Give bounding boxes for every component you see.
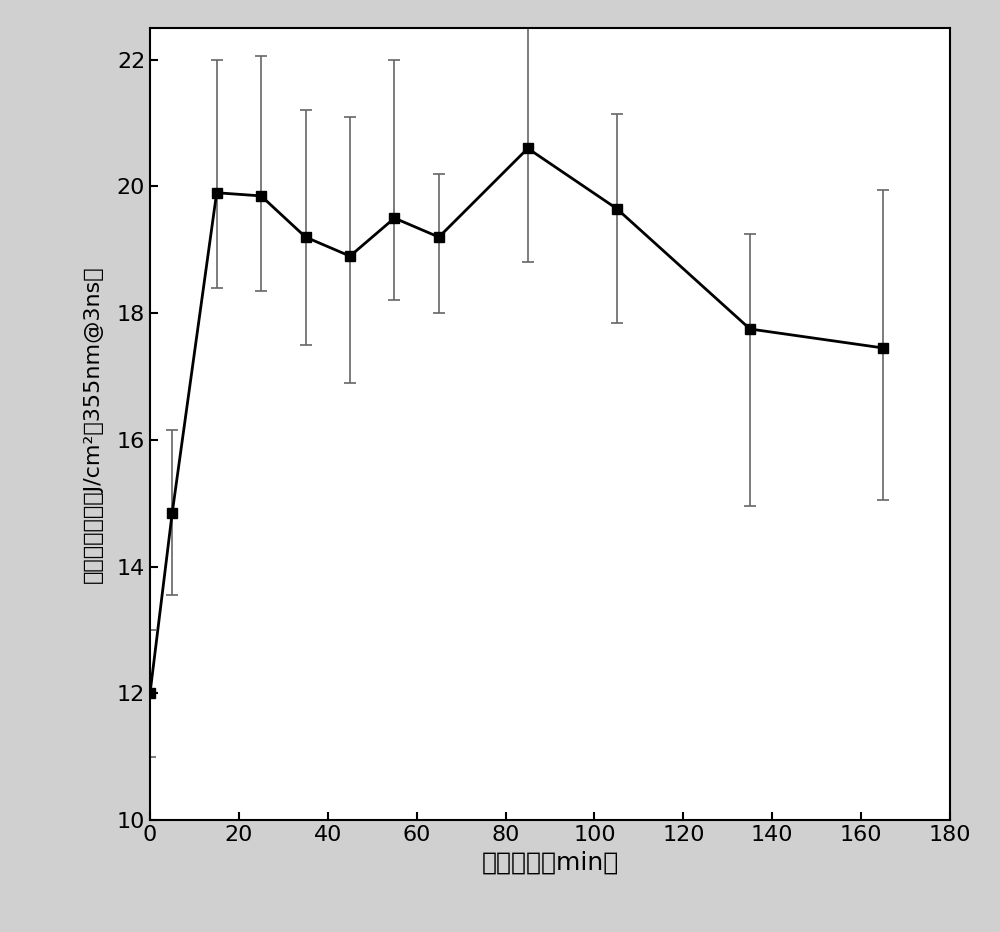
X-axis label: 虔刻时间（min）: 虔刻时间（min） xyxy=(481,851,619,874)
Y-axis label: 激光损伤阀値（J/cm²，355nm@3ns）: 激光损伤阀値（J/cm²，355nm@3ns） xyxy=(83,266,103,582)
